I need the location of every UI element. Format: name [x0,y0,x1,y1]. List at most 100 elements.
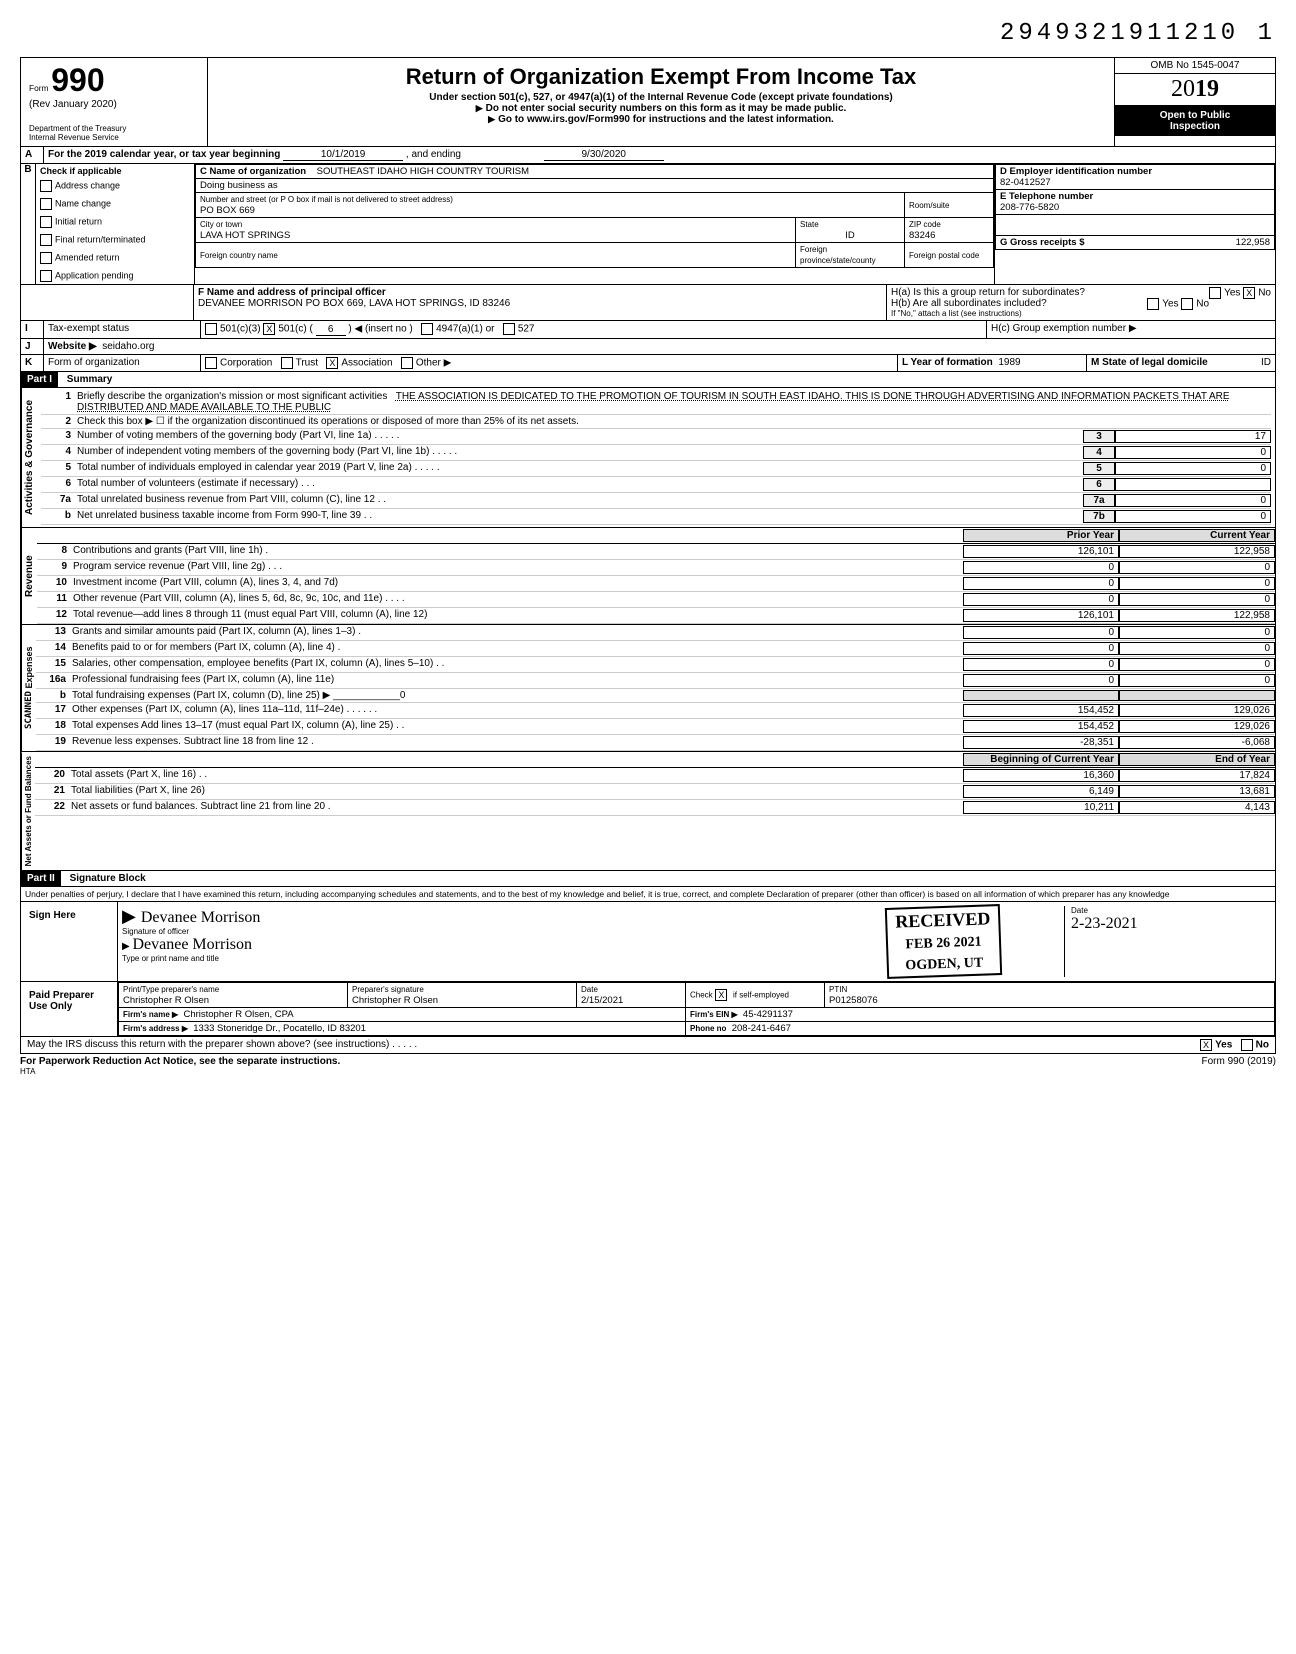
prep-sig-label: Preparer's signature [352,985,424,994]
cb-other[interactable] [401,357,413,369]
received-stamp: RECEIVED FEB 26 2021 OGDEN, UT [885,904,1002,979]
lbl-initial: Initial return [55,216,102,226]
hta: HTA [20,1067,1276,1076]
col-current: Current Year [1119,529,1275,542]
sig-officer-label: Signature of officer [122,927,824,936]
form-sub2: Do not enter social security numbers on … [216,103,1106,114]
prep-name: Christopher R Olsen [123,995,209,1006]
col-end: End of Year [1119,753,1275,766]
lbl-hb-yes: Yes [1162,299,1178,310]
period-begin: 10/1/2019 [283,149,403,161]
lbl-hb-no: No [1196,299,1209,310]
row-a-period: A For the 2019 calendar year, or tax yea… [20,147,1276,164]
ein-value: 82-0412527 [1000,177,1051,188]
l-label: L Year of formation [902,357,993,368]
cb-amended[interactable] [40,252,52,264]
discuss-q: May the IRS discuss this return with the… [27,1039,417,1050]
city-label: City or town [200,220,242,229]
cb-initial[interactable] [40,216,52,228]
fpc-label: Foreign postal code [909,251,979,260]
cb-501c[interactable]: X [263,323,275,335]
lbl-pending: Application pending [55,270,134,280]
cb-ha-no[interactable]: X [1243,287,1255,299]
cb-self-employed[interactable]: X [715,989,727,1001]
sign-here-label: Sign Here [21,902,118,981]
org-name: SOUTHEAST IDAHO HIGH COUNTRY TOURISM [317,166,529,177]
lbl-discuss-yes: Yes [1215,1040,1232,1051]
lbl-501c: 501(c) [278,324,306,335]
form-footer: Form 990 (2019) [1202,1056,1276,1067]
form-prefix: Form [29,83,48,93]
cb-527[interactable] [503,323,515,335]
cb-name-change[interactable] [40,198,52,210]
cb-hb-no[interactable] [1181,298,1193,310]
cb-trust[interactable] [281,357,293,369]
open-public-2: Inspection [1170,121,1220,132]
addr-value: PO BOX 669 [200,205,255,216]
cb-discuss-yes[interactable]: X [1200,1039,1212,1051]
col-begin: Beginning of Current Year [963,753,1119,766]
lbl-final: Final return/terminated [55,234,146,244]
lbl-insert: (insert no ) [365,324,413,335]
line1-label: Briefly describe the organization's miss… [77,391,387,402]
part1-title: Summary [61,372,119,387]
fc-label: Foreign country name [200,251,278,260]
cb-final[interactable] [40,234,52,246]
lbl-4947: 4947(a)(1) or [436,324,494,335]
ptin-value: P01258076 [829,995,878,1006]
prep-name-label: Print/Type preparer's name [123,985,219,994]
c-name-label: C Name of organization [200,166,306,177]
dba-label: Doing business as [200,180,278,191]
cb-501c3[interactable] [205,323,217,335]
website-value: seidaho.org [102,341,154,352]
firm-name: Christopher R Olsen, CPA [183,1009,293,1020]
ha-label: H(a) Is this a group return for subordin… [891,287,1085,298]
firm-name-label: Firm's name ▶ [123,1010,178,1019]
vert-expenses: SCANNED Expenses [21,625,36,751]
form-sub1: Under section 501(c), 527, or 4947(a)(1)… [216,92,1106,103]
d-label: D Employer identification number [1000,166,1152,177]
city-value: LAVA HOT SPRINGS [200,230,290,241]
cb-hb-yes[interactable] [1147,298,1159,310]
scanned-stamp: SCANNED [24,691,34,729]
lbl-self-emp: if self-employed [733,991,789,1000]
lbl-ha-no: No [1258,288,1271,299]
phone-value: 208-776-5820 [1000,202,1059,213]
vert-activities: Activities & Governance [21,388,37,527]
vert-revenue: Revenue [21,528,37,624]
lbl-address-change: Address change [55,180,120,190]
cb-ha-yes[interactable] [1209,287,1221,299]
prep-sig: Christopher R Olsen [352,995,438,1006]
officer-signature: Devanee Morrison [141,909,261,926]
cb-discuss-no[interactable] [1241,1039,1253,1051]
cb-assoc[interactable]: X [326,357,338,369]
line2: Check this box ▶ ☐ if the organization d… [77,416,1271,427]
g-label: G Gross receipts $ [1000,237,1084,248]
type-print-label: Type or print name and title [122,954,824,963]
lbl-527: 527 [518,324,535,335]
cb-corp[interactable] [205,357,217,369]
open-public-1: Open to Public [1160,110,1231,121]
paid-prep-label: Paid Preparer Use Only [21,982,118,1036]
tax-year: 20201919 [1115,74,1275,106]
lbl-corp: Corporation [220,357,272,368]
irs-label: Internal Revenue Service [29,133,199,142]
m-label: M State of legal domicile [1091,357,1208,368]
prep-date: 2/15/2021 [581,995,623,1006]
officer-value: DEVANEE MORRISON PO BOX 669, LAVA HOT SP… [198,298,510,309]
zip-value: 83246 [909,230,935,241]
omb-number: OMB No 1545-0047 [1115,58,1275,74]
pra-notice: For Paperwork Reduction Act Notice, see … [20,1056,340,1067]
cb-pending[interactable] [40,270,52,282]
dept-treasury: Department of the Treasury [29,124,199,133]
hc-label: H(c) Group exemption number ▶ [987,321,1275,338]
cb-address-change[interactable] [40,180,52,192]
check-applicable-label: Check if applicable [40,166,190,176]
cb-4947[interactable] [421,323,433,335]
addr-label: Number and street (or P O box if mail is… [200,195,453,204]
year-formation: 1989 [998,357,1020,368]
form-header: Form 990 (Rev January 2020) Department o… [20,57,1276,147]
lbl-amended: Amended return [55,252,120,262]
firm-addr-label: Firm's address ▶ [123,1024,188,1033]
form-rev: (Rev January 2020) [29,99,199,110]
